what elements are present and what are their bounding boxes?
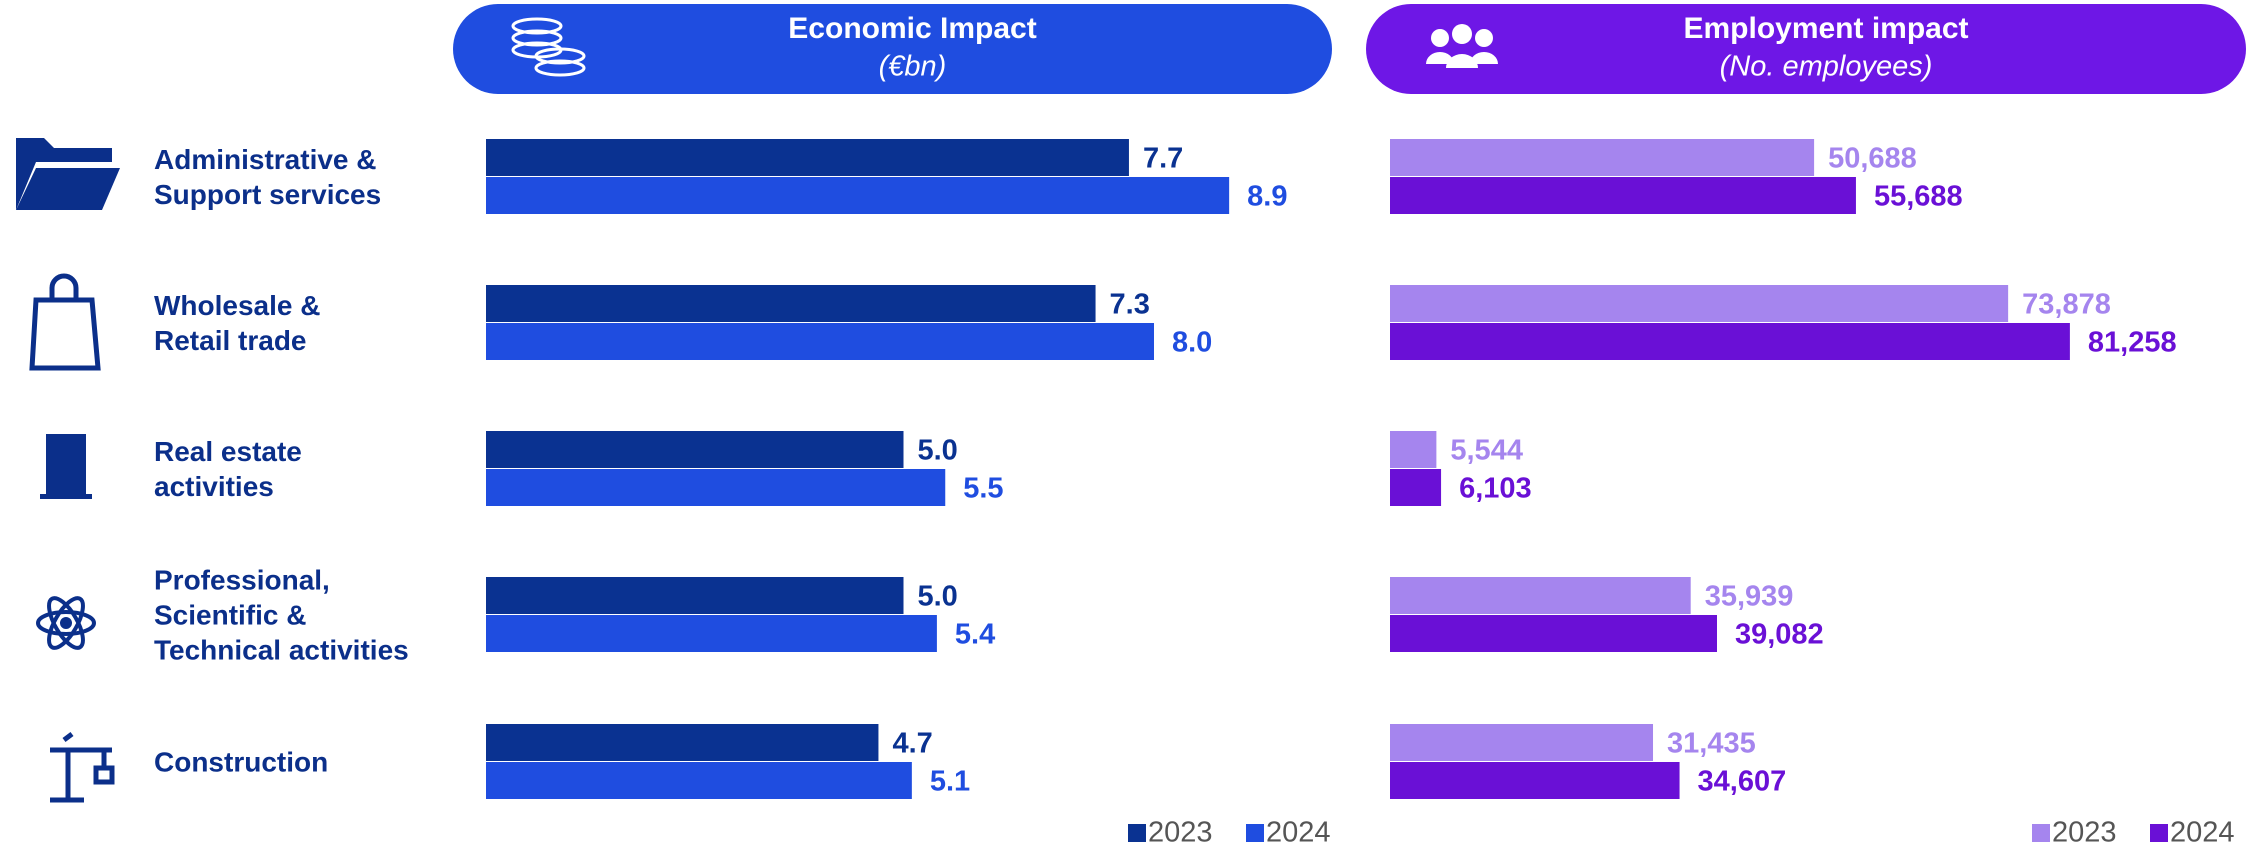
legend-label: 2023 bbox=[2052, 817, 2117, 848]
bar bbox=[1390, 615, 1717, 652]
bar bbox=[1390, 469, 1442, 506]
value-label: 34,607 bbox=[1698, 766, 1787, 798]
bar bbox=[1390, 139, 1815, 176]
bar bbox=[486, 431, 904, 468]
panel-title: Employment impact bbox=[1683, 12, 1968, 45]
bar bbox=[1390, 285, 2009, 322]
bar bbox=[1390, 323, 2070, 360]
value-label: 81,258 bbox=[2088, 327, 2177, 359]
value-label: 5.0 bbox=[918, 581, 958, 613]
bar bbox=[1390, 724, 1654, 761]
value-label: 7.3 bbox=[1110, 289, 1150, 321]
value-label: 7.7 bbox=[1143, 143, 1183, 175]
bar bbox=[486, 323, 1154, 360]
bar bbox=[486, 577, 904, 614]
panel-subtitle: (No. employees) bbox=[1720, 51, 1933, 83]
value-label: 35,939 bbox=[1705, 581, 1794, 613]
header-pill bbox=[1366, 4, 2246, 94]
bar bbox=[486, 177, 1230, 214]
value-label: 55,688 bbox=[1874, 181, 1963, 213]
bar bbox=[486, 139, 1129, 176]
value-label: 4.7 bbox=[892, 728, 932, 760]
header-pill bbox=[453, 4, 1332, 94]
legend-swatch bbox=[1128, 824, 1146, 842]
legend-label: 2023 bbox=[1148, 817, 1213, 848]
bar bbox=[1390, 762, 1680, 799]
value-label: 6,103 bbox=[1459, 473, 1532, 505]
bar bbox=[1390, 431, 1437, 468]
value-label: 73,878 bbox=[2022, 289, 2111, 321]
bar bbox=[1390, 177, 1856, 214]
bar bbox=[486, 285, 1096, 322]
crane-icon bbox=[50, 732, 115, 803]
legend-swatch bbox=[2150, 824, 2168, 842]
bar bbox=[1390, 577, 1691, 614]
value-label: 5.4 bbox=[955, 619, 995, 651]
value-label: 8.0 bbox=[1172, 327, 1212, 359]
coins-icon bbox=[511, 17, 586, 77]
value-label: 5.1 bbox=[930, 766, 970, 798]
value-label: 5.5 bbox=[963, 473, 1003, 505]
value-label: 5.0 bbox=[918, 435, 958, 467]
people-icon bbox=[1426, 24, 1498, 68]
category-label: Professional, Scientific & Technical act… bbox=[154, 564, 409, 666]
bag-icon bbox=[29, 273, 101, 371]
value-label: 39,082 bbox=[1735, 619, 1824, 651]
folder-icon bbox=[16, 138, 120, 210]
atom-icon bbox=[36, 596, 96, 650]
value-label: 5,544 bbox=[1450, 435, 1523, 467]
legend-label: 2024 bbox=[1266, 817, 1331, 848]
legend-label: 2024 bbox=[2170, 817, 2235, 848]
panel-title: Economic Impact bbox=[788, 12, 1036, 45]
category-label: Wholesale & Retail trade bbox=[154, 290, 321, 356]
bar bbox=[486, 724, 879, 761]
value-label: 50,688 bbox=[1828, 143, 1917, 175]
panel-subtitle: (€bn) bbox=[879, 51, 947, 83]
category-label: Construction bbox=[154, 746, 329, 778]
category-label: Administrative & Support services bbox=[154, 144, 382, 210]
legend-swatch bbox=[2032, 824, 2050, 842]
bar bbox=[486, 615, 937, 652]
building-icon bbox=[40, 434, 92, 499]
category-label: Real estate activities bbox=[154, 436, 302, 502]
value-label: 8.9 bbox=[1247, 181, 1287, 213]
value-label: 31,435 bbox=[1667, 728, 1756, 760]
bar bbox=[486, 469, 946, 506]
legend-swatch bbox=[1246, 824, 1264, 842]
bar bbox=[486, 762, 912, 799]
